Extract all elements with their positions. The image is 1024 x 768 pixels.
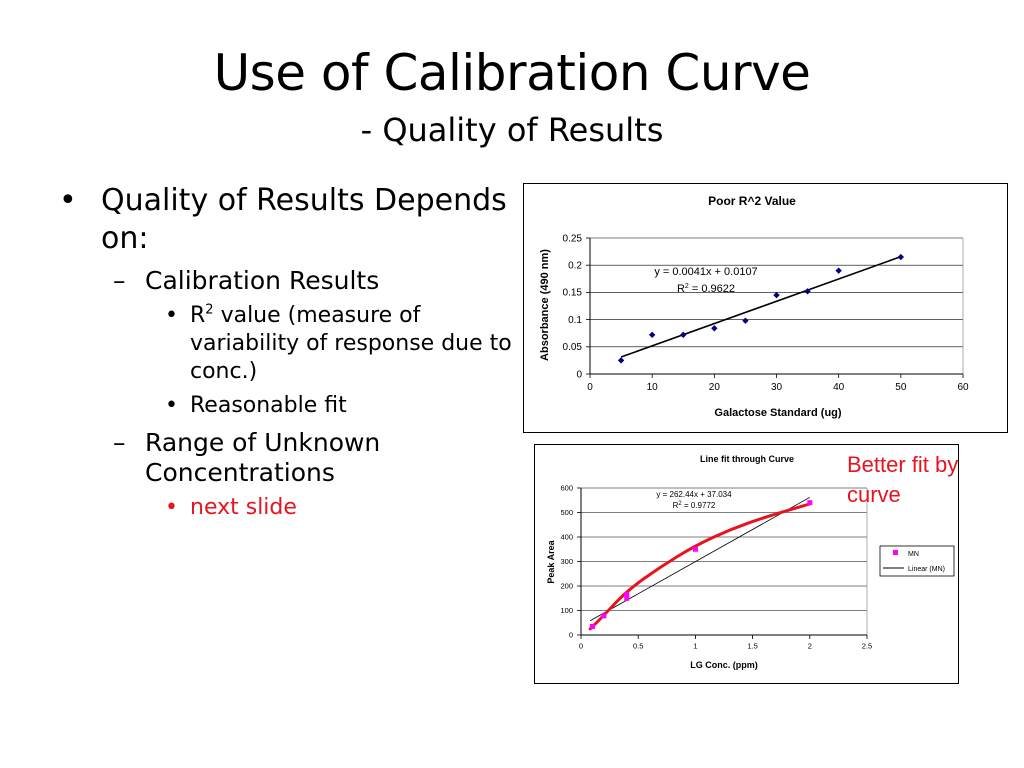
y-tick-label: 100 xyxy=(560,606,573,615)
r2-superscript: 2 xyxy=(678,501,682,507)
slide-title: Use of Calibration Curve xyxy=(213,44,811,102)
x-tick-label: 0.5 xyxy=(633,642,643,651)
chart-title: Line fit through Curve xyxy=(700,454,794,464)
x-tick-label: 2 xyxy=(808,642,812,651)
bullet-next-text: next slide xyxy=(190,495,297,520)
r2-prefix: R xyxy=(673,501,679,510)
dash-icon: – xyxy=(113,266,126,295)
chart-line-fit: Line fit through Curve Peak Area LG Conc… xyxy=(534,444,959,684)
r2-superscript: 2 xyxy=(685,283,689,290)
trendline xyxy=(620,255,902,358)
x-tick-label: 50 xyxy=(895,382,907,393)
y-tick-label: 0.05 xyxy=(563,342,583,353)
bullet-calibration-text: Calibration Results xyxy=(145,266,380,295)
legend: MN Linear (MN) xyxy=(879,545,955,577)
bullet-quality: • Quality of Results Depends on: xyxy=(55,182,515,258)
x-tick-label: 20 xyxy=(709,382,721,393)
data-point xyxy=(692,546,698,552)
dash-icon: – xyxy=(113,428,126,457)
data-point xyxy=(773,291,780,299)
plot-area: 0 0.05 0.1 0.15 0.2 0.25 0 10 20 30 40 50 60 xyxy=(563,233,969,393)
r2-description: value (measure of variability of respons… xyxy=(190,303,512,384)
data-point xyxy=(601,613,607,619)
bullet-list: • Quality of Results Depends on: – Calib… xyxy=(55,182,515,522)
data-point xyxy=(624,592,630,598)
y-tick-label: 0.1 xyxy=(568,315,582,326)
y-tick-label: 0 xyxy=(576,369,582,380)
bullet-fit: • Reasonable fit xyxy=(55,392,515,420)
x-tick-label: 1 xyxy=(693,642,697,651)
chart-title: Poor R^2 Value xyxy=(708,194,796,208)
chart-frame xyxy=(523,183,1008,433)
legend-marker-mn xyxy=(893,550,898,555)
bullet-quality-text: Quality of Results Depends on: xyxy=(101,183,507,256)
x-tick-label: 30 xyxy=(771,382,783,393)
y-tick-label: 500 xyxy=(560,508,573,517)
bullet-next: • next slide xyxy=(55,494,515,522)
bullet-dot-icon: • xyxy=(165,303,178,328)
x-tick-label: 0 xyxy=(579,642,583,651)
y-axis-label: Absorbance (490 nm) xyxy=(539,249,551,361)
data-point xyxy=(680,331,687,339)
bullet-r2: • R2 value (measure of variability of re… xyxy=(55,302,515,386)
y-tick-label: 400 xyxy=(560,533,573,542)
x-tick-label: 0 xyxy=(587,382,593,393)
bullet-dot-icon: • xyxy=(59,183,77,218)
x-tick-label: 40 xyxy=(833,382,845,393)
legend-label-linear: Linear (MN) xyxy=(908,566,945,573)
bullet-fit-text: Reasonable fit xyxy=(190,393,347,418)
legend-label-mn: MN xyxy=(908,551,919,558)
data-point xyxy=(589,623,595,629)
bullet-dot-icon: • xyxy=(165,495,178,520)
x-axis-label: Galactose Standard (ug) xyxy=(714,407,841,419)
r2-value: = 0.9622 xyxy=(689,283,735,295)
x-tick-label: 10 xyxy=(647,382,659,393)
data-point xyxy=(624,595,630,601)
y-tick-label: 600 xyxy=(560,484,573,493)
legend-box xyxy=(879,545,955,577)
y-tick-label: 0.2 xyxy=(568,261,582,272)
plot-area: 0 100 200 300 400 500 600 0 0.5 1 1.5 2 2.5 xyxy=(560,484,872,651)
r2-superscript: 2 xyxy=(205,302,214,318)
r2-label: R2 = 0.9772 xyxy=(673,501,716,510)
r2-value: = 0.9772 xyxy=(682,501,716,510)
fitted-curve xyxy=(588,502,812,631)
equation-label: y = 0.0041x + 0.0107 xyxy=(654,266,757,278)
r2-prefix: R xyxy=(677,283,685,295)
y-tick-label: 0 xyxy=(569,631,573,640)
y-tick-label: 300 xyxy=(560,557,573,566)
bullet-calibration: – Calibration Results xyxy=(55,266,515,296)
bullet-range: – Range of Unknown Concentrations xyxy=(55,428,515,488)
y-tick-label: 0.25 xyxy=(563,233,583,244)
chart-poor-r2: Poor R^2 Value Absorbance (490 nm) Galac… xyxy=(523,183,1008,433)
x-axis-label: LG Conc. (ppm) xyxy=(690,660,758,670)
r2-label: R2 = 0.9622 xyxy=(677,283,735,295)
y-tick-label: 200 xyxy=(560,582,573,591)
bullet-dot-icon: • xyxy=(165,393,178,418)
y-tick-label: 0.15 xyxy=(563,288,583,299)
equation-label: y = 262.44x + 37.034 xyxy=(656,490,732,499)
y-axis-label: Peak Area xyxy=(546,539,556,583)
slide-subtitle: - Quality of Results xyxy=(360,111,664,149)
x-tick-label: 2.5 xyxy=(862,642,872,651)
x-tick-label: 60 xyxy=(957,382,969,393)
data-point xyxy=(807,500,813,506)
annotation-better-fit: Better fit by curve xyxy=(847,452,959,507)
bullet-range-text: Range of Unknown Concentrations xyxy=(145,428,381,487)
r2-prefix: R xyxy=(190,303,206,328)
x-tick-label: 1.5 xyxy=(747,642,757,651)
